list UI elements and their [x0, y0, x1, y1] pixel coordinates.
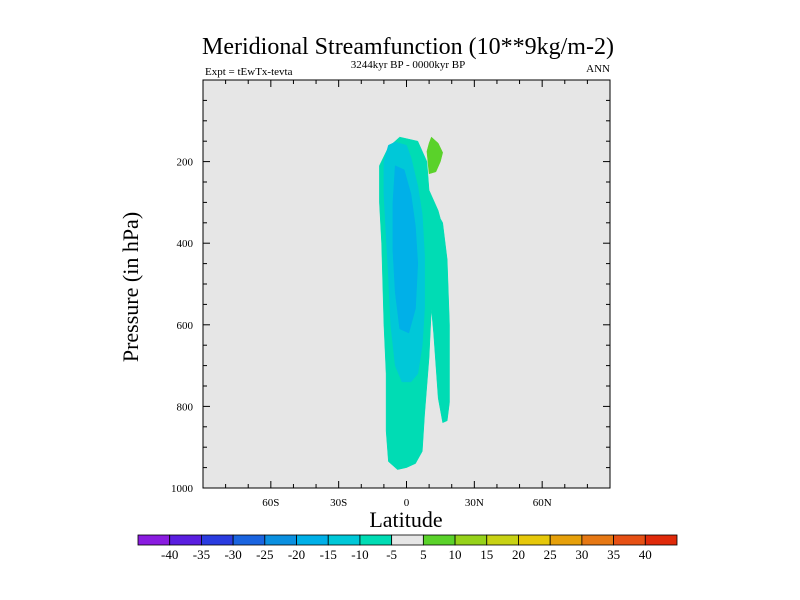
- x-tick-label: 60N: [533, 497, 552, 509]
- y-tick-label: 1000: [171, 483, 194, 495]
- y-tick-label: 400: [177, 238, 194, 250]
- colorbar-swatch: [391, 534, 424, 546]
- colorbar-swatch: [169, 534, 202, 546]
- colorbar-label: 25: [544, 547, 557, 562]
- colorbar-label: 35: [607, 547, 620, 562]
- x-tick-label: 30N: [465, 497, 484, 509]
- colorbar-label: -40: [161, 547, 178, 562]
- colorbar-swatch: [486, 534, 519, 546]
- chart-title: Meridional Streamfunction (10**9kg/m-2): [202, 34, 614, 60]
- colorbar-swatch: [422, 534, 456, 546]
- time-range-label: 3244kyr BP - 0000kyr BP: [351, 59, 466, 71]
- colorbar-swatch: [581, 534, 614, 546]
- colorbar-swatch: [549, 534, 583, 546]
- x-tick-label: 30S: [330, 497, 347, 509]
- colorbar-swatch: [327, 534, 361, 546]
- colorbar-label: 5: [420, 547, 427, 562]
- colorbar-swatch: [264, 534, 297, 546]
- colorbar-label: -10: [351, 547, 368, 562]
- contour-band-minus15-to-minus10: [392, 165, 419, 334]
- colorbar-label: -15: [320, 547, 337, 562]
- y-tick-label: 200: [177, 157, 194, 169]
- colorbar-swatch: [201, 534, 234, 546]
- colorbar-label: -25: [256, 547, 273, 562]
- contour-band-plus5-to-plus10: [426, 136, 443, 175]
- contour-fill-layer: [379, 136, 450, 470]
- season-label: ANN: [586, 63, 610, 75]
- colorbar-label: -5: [386, 547, 397, 562]
- axis-ticks-layer: 60S 30S 0 30N 60N 200 400 600 800 1000: [171, 80, 610, 509]
- x-tick-label: 0: [404, 497, 410, 509]
- y-tick-label: 600: [177, 320, 194, 332]
- colorbar-label: 15: [480, 547, 493, 562]
- x-tick-label: 60S: [262, 497, 279, 509]
- colorbar-label: 10: [449, 547, 462, 562]
- colorbar-swatch: [518, 534, 551, 546]
- colorbar-swatch: [454, 534, 488, 546]
- colorbar-label: -30: [224, 547, 241, 562]
- colorbar-swatch: [137, 534, 171, 546]
- x-axis-label: Latitude: [369, 507, 442, 532]
- colorbar-swatch: [644, 534, 678, 546]
- colorbar-swatch: [359, 534, 393, 546]
- y-tick-label: 800: [177, 401, 194, 413]
- colorbar-swatch: [232, 534, 266, 546]
- colorbar: -40 -35 -30 -25 -20 -15 -10 -5 5 10 15 20 25 30 35 40: [137, 534, 678, 562]
- experiment-label: Expt = tEwTx-tevta: [205, 66, 293, 78]
- colorbar-swatch: [613, 534, 646, 546]
- y-axis-label: Pressure (in hPa): [118, 212, 143, 362]
- colorbar-label: -20: [288, 547, 305, 562]
- colorbar-label: 30: [575, 547, 588, 562]
- colorbar-label: 40: [639, 547, 652, 562]
- colorbar-swatch: [296, 534, 329, 546]
- colorbar-label: -35: [193, 547, 210, 562]
- colorbar-label: 20: [512, 547, 525, 562]
